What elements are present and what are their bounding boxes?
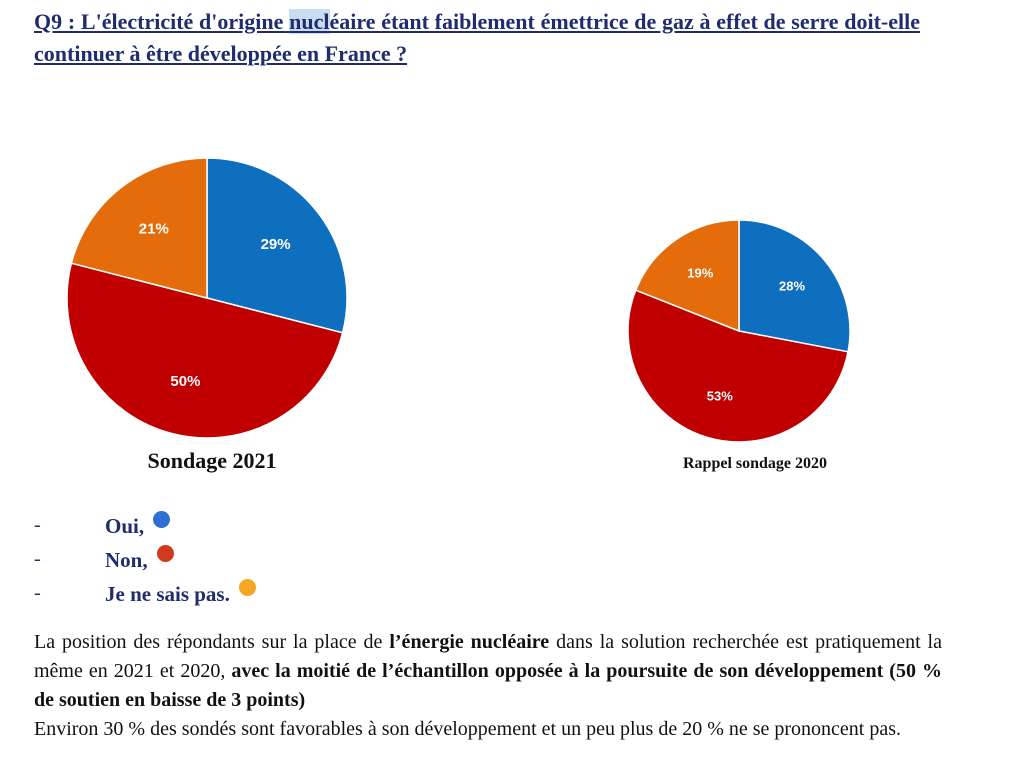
analysis-paragraph: La position des répondants sur la place …: [34, 628, 942, 744]
question-heading: Q9 : L'électricité d'origine nucléaire é…: [34, 6, 920, 70]
legend-dash: -: [34, 582, 41, 604]
pie-chart-2021: 29% 50% 21%: [66, 157, 348, 439]
pie-data-label-nsp: 19%: [687, 266, 713, 281]
pie-slice-nsp: [634, 219, 740, 333]
question-suffix: éaire étant faiblement émettrice de gaz …: [34, 9, 921, 66]
legend-item-non: - Non,: [34, 544, 434, 578]
pie-data-label-oui: 29%: [261, 236, 291, 253]
chart-title-2021: Sondage 2021: [147, 448, 277, 473]
pie-slice-non: [627, 289, 849, 443]
para-text-2: dans la solution recherchée est pratique…: [34, 631, 942, 682]
legend-dash: -: [34, 514, 41, 536]
legend-label-nsp: Je ne sais pas.: [105, 582, 230, 606]
legend: - Oui, - Non, - Je ne sais pas.: [34, 510, 434, 612]
pie-chart-2020: 28% 53% 19%: [627, 219, 851, 443]
pie-slice-oui: [206, 157, 348, 334]
legend-item-nsp: - Je ne sais pas.: [34, 578, 434, 612]
orange-dot-icon: [238, 578, 256, 596]
red-dot-icon: [156, 544, 174, 562]
para-text-1: La position des répondants sur la place …: [34, 631, 390, 653]
para-text-3: Environ 30 % des sondés sont favorables …: [34, 718, 902, 740]
legend-dash: -: [34, 548, 41, 570]
question-prefix: Q9 : L'électricité d'origine: [34, 9, 290, 34]
legend-item-oui: - Oui,: [34, 510, 434, 544]
pie-slice-nsp: [70, 157, 208, 299]
para-bold-1: l’énergie nucléaire: [389, 631, 550, 653]
question-highlight: nucl: [289, 9, 330, 34]
legend-label-oui: Oui,: [105, 514, 145, 538]
para-bold-2: avec la moitié de l’échantillon opposée …: [34, 660, 942, 711]
pie-data-label-non: 53%: [707, 389, 733, 404]
legend-label-non: Non,: [105, 548, 148, 572]
pie-slice-non: [66, 262, 344, 439]
pie-data-label-non: 50%: [170, 373, 200, 390]
pie-data-label-oui: 28%: [779, 279, 805, 294]
pie-data-label-nsp: 21%: [139, 220, 169, 237]
chart-title-2020: Rappel sondage 2020: [682, 455, 828, 472]
pie-slice-oui: [738, 219, 851, 353]
blue-dot-icon: [153, 510, 171, 528]
